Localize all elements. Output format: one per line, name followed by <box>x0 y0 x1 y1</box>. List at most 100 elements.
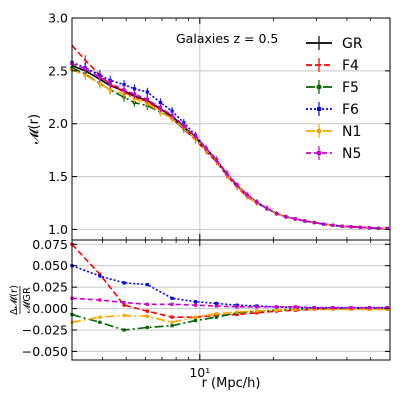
top-point-f6 <box>122 83 126 87</box>
top-point-n5 <box>225 171 229 175</box>
top-point-n5 <box>193 134 198 138</box>
top-point-n5 <box>83 67 87 71</box>
bottom-point-f6 <box>214 301 219 306</box>
top-point-n5 <box>132 92 136 96</box>
bottom-point-f6 <box>193 300 198 304</box>
bottom-point-n1 <box>367 307 371 312</box>
bottom-point-n5 <box>312 306 316 310</box>
bottom-y-tick-label: −0.050 <box>22 344 68 359</box>
legend: GR F4 F5 F6 N1 N5 <box>306 36 363 162</box>
top-series <box>70 40 390 231</box>
bottom-y-label-numerator: Δ𝓜(r) <box>9 285 20 315</box>
bottom-point-n1 <box>385 307 389 312</box>
bottom-x-tick-label: 10¹ <box>189 365 210 380</box>
bottom-point-n1 <box>293 307 297 312</box>
bottom-plot-border <box>71 239 391 361</box>
top-point-n1 <box>83 73 88 77</box>
top-point-n5 <box>158 106 163 110</box>
bottom-point-n1 <box>170 320 174 324</box>
bottom-y-tick-label: 0.050 <box>32 258 68 273</box>
bottom-point-f6 <box>170 296 174 300</box>
top-point-n5 <box>349 225 353 229</box>
top-y-tick-label: 2.5 <box>48 63 68 78</box>
bottom-y-tick-label: 0.025 <box>32 280 68 295</box>
bottom-point-n5 <box>235 305 239 309</box>
bottom-y-tick-label: 0.075 <box>32 237 68 252</box>
legend-label-n5: N5 <box>342 146 361 162</box>
bottom-point-f4 <box>98 272 102 276</box>
bottom-point-f4 <box>170 315 174 319</box>
bottom-ticks: 0.075 0.050 0.025 0.000 −0.025 −0.050 10¹ <box>22 237 391 380</box>
legend-label-f5: F5 <box>342 80 359 96</box>
top-point-n5 <box>367 226 371 230</box>
bottom-point-f5 <box>170 324 174 328</box>
bottom-point-n5 <box>193 303 198 307</box>
bottom-point-n5 <box>122 300 126 305</box>
legend-label-gr: GR <box>342 36 363 52</box>
bottom-y-tick-label: 0.000 <box>32 301 68 316</box>
bottom-point-f4 <box>214 313 219 318</box>
top-point-n5 <box>245 192 249 197</box>
top-point-n1 <box>108 88 113 92</box>
top-y-tick-label: 3.0 <box>48 11 68 26</box>
bottom-point-n5 <box>255 305 259 309</box>
bottom-point-n5 <box>293 305 297 309</box>
bottom-point-n5 <box>214 304 219 308</box>
top-point-n5 <box>214 158 219 162</box>
bottom-point-f4 <box>255 311 259 315</box>
bottom-point-f4 <box>235 312 239 317</box>
top-point-n5 <box>145 97 149 101</box>
bottom-point-n1 <box>145 314 149 318</box>
x-axis-label: r (Mpc/h) <box>202 376 261 391</box>
top-point-f6 <box>158 100 163 105</box>
bottom-series <box>70 242 389 332</box>
bottom-point-n5 <box>98 298 102 302</box>
top-point-n5 <box>293 217 297 221</box>
bottom-point-n1 <box>214 312 219 316</box>
top-point-n5 <box>265 206 269 210</box>
bottom-point-n1 <box>193 315 198 319</box>
bottom-point-f5 <box>145 325 149 330</box>
bottom-point-n5 <box>349 306 353 310</box>
top-point-n5 <box>170 113 174 117</box>
bottom-point-n1 <box>98 315 102 319</box>
top-point-n5 <box>331 223 335 227</box>
top-point-n5 <box>274 211 279 216</box>
top-annotation: Galaxies z = 0.5 <box>176 31 278 46</box>
top-point-n5 <box>358 225 362 229</box>
top-y-axis-label: 𝓜(r) <box>27 114 42 144</box>
top-point-n5 <box>255 200 259 204</box>
top-panel: 1.0 1.5 2.0 2.5 3.0 Galaxies z = 0.5 𝓜(r) GR… <box>27 11 391 241</box>
bottom-y-tick-label: −0.025 <box>22 323 68 338</box>
bottom-panel: 0.075 0.050 0.025 0.000 −0.025 −0.050 10¹ Δ𝓜(r… <box>9 237 391 391</box>
top-point-f6 <box>132 87 136 91</box>
top-point-n5 <box>376 226 381 230</box>
bottom-point-n5 <box>385 306 389 310</box>
top-y-tick-label: 1.5 <box>48 169 68 184</box>
bottom-point-f5 <box>98 320 102 324</box>
bottom-point-n5 <box>331 306 335 310</box>
legend-marker-f6 <box>317 107 321 111</box>
bottom-point-n1 <box>122 313 126 318</box>
top-y-tick-label: 1.0 <box>48 222 68 237</box>
top-point-n5 <box>235 183 239 187</box>
bottom-y-label-denominator: 𝓜GR <box>22 287 33 313</box>
bottom-series-line-f6 <box>71 264 388 309</box>
bottom-point-n5 <box>145 302 149 306</box>
bottom-point-f6 <box>98 274 102 278</box>
bottom-point-n1 <box>255 309 259 313</box>
bottom-plot-frame <box>72 240 390 360</box>
top-point-n1 <box>98 81 102 86</box>
bottom-point-n1 <box>235 310 239 314</box>
bottom-point-f6 <box>122 281 126 285</box>
top-point-n5 <box>204 146 208 150</box>
top-point-n5 <box>303 219 307 223</box>
bottom-point-f6 <box>235 303 239 307</box>
bottom-point-f6 <box>145 282 149 287</box>
top-point-n5 <box>385 226 389 230</box>
bottom-point-n1 <box>349 307 353 312</box>
legend-label-n1: N1 <box>342 124 361 140</box>
bottom-point-f5 <box>214 315 219 319</box>
legend-label-f4: F4 <box>342 58 359 74</box>
